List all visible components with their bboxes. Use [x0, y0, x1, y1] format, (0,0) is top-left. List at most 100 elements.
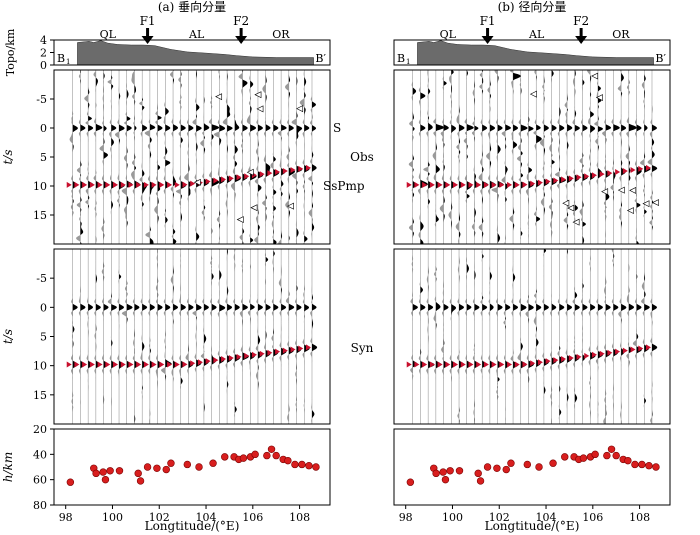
profile-start-label: B: [57, 52, 65, 65]
trace-positive-fill: [88, 70, 94, 244]
trace-positive-fill: [157, 70, 163, 244]
trace: [82, 249, 94, 424]
trace-negative-fill: [533, 249, 537, 424]
trace-negative-fill: [471, 70, 475, 244]
trace: [182, 70, 194, 244]
arrival-marker-icon: [514, 181, 520, 188]
trace-positive-fill: [142, 70, 148, 244]
arrival-marker-icon: [275, 348, 281, 355]
trace-positive-fill: [196, 70, 202, 244]
trace-positive-fill: [489, 249, 495, 424]
trace: [638, 70, 651, 244]
arrival-marker-icon: [236, 353, 242, 360]
arrival-marker-icon: [120, 181, 126, 188]
trace-group: [66, 70, 317, 244]
trace: [151, 70, 163, 244]
y-tick-label: 10: [33, 180, 47, 193]
phase-label-s: S: [333, 121, 341, 135]
region-label-or: OR: [272, 28, 290, 41]
trace: [561, 70, 573, 244]
fault-arrow-icon: [235, 36, 248, 44]
trace-positive-fill: [103, 70, 109, 244]
trace-positive-fill: [459, 70, 465, 244]
arrival-marker-icon: [460, 181, 466, 188]
x-tick-label: 102: [489, 511, 510, 524]
arrival-marker-icon: [422, 361, 428, 368]
arrival-marker-icon: [113, 361, 119, 368]
trace-positive-fill: [95, 249, 101, 424]
profile-start-subscript: 1: [66, 58, 70, 66]
open-marker-icon: [256, 105, 264, 113]
arrival-marker-icon: [576, 174, 582, 181]
trace-positive-fill: [134, 70, 141, 244]
arrival-marker-icon: [105, 361, 111, 368]
trace-negative-fill: [299, 70, 305, 244]
trace-positive-fill: [257, 70, 264, 244]
moho-depth-point: [195, 463, 203, 471]
trace: [113, 70, 125, 244]
trace: [584, 70, 596, 244]
trace-positive-fill: [636, 70, 642, 244]
trace-negative-fill: [548, 70, 552, 244]
trace-negative-fill: [264, 249, 266, 424]
arrival-marker-icon: [445, 181, 451, 188]
region-label-or: OR: [612, 28, 630, 41]
trace-group: [406, 249, 658, 424]
arrival-marker-icon: [244, 352, 250, 359]
depth-panel: 98 100 102 104 106 108 Longtitude/(°E) 20 40 60 80…: [1, 423, 331, 533]
moho-depth-point: [284, 456, 292, 465]
trace-negative-fill: [163, 70, 166, 244]
trace-negative-fill: [217, 249, 220, 424]
trace-negative-fill: [501, 70, 506, 244]
trace-positive-fill: [173, 249, 179, 424]
arrival-marker-icon: [97, 181, 103, 188]
moho-depth-point: [638, 460, 646, 469]
arrival-marker-icon: [267, 170, 273, 177]
arrival-marker-icon: [545, 358, 551, 365]
trace-positive-fill: [304, 70, 310, 244]
trace: [190, 249, 202, 424]
y-tick-label: 15: [33, 389, 47, 402]
trace-negative-fill: [525, 70, 529, 244]
arrival-marker-icon: [406, 361, 412, 368]
trace: [630, 70, 642, 244]
trace: [282, 70, 296, 244]
trace-negative-fill: [617, 70, 622, 244]
trace-positive-fill: [180, 249, 186, 424]
trace-positive-fill: [412, 249, 418, 424]
trace: [167, 70, 179, 244]
trace-positive-fill: [180, 70, 187, 244]
arrival-marker-icon: [190, 360, 196, 367]
open-marker-icon: [296, 105, 304, 113]
y-tick-label: 0: [40, 122, 47, 135]
x-tick-label: 104: [536, 511, 557, 524]
region-label-ql: QL: [440, 28, 457, 41]
trace: [530, 249, 542, 424]
trace-positive-fill: [273, 249, 279, 424]
trace: [483, 249, 495, 424]
arrival-marker-icon: [514, 361, 520, 368]
trace-negative-fill: [93, 70, 96, 244]
trace-positive-fill: [489, 70, 496, 244]
trace: [282, 249, 295, 424]
trace-negative-fill: [408, 70, 413, 244]
trace-negative-fill: [271, 249, 274, 424]
trace-positive-fill: [188, 249, 194, 424]
moho-depth-point: [441, 475, 450, 484]
trace-negative-fill: [641, 249, 645, 424]
trace: [120, 249, 133, 424]
trace-negative-fill: [154, 70, 158, 244]
topo-panel: QL AL OR F1 F2 B 1 B′ 420 Topo/km: [4, 14, 331, 76]
trace-negative-fill: [310, 249, 312, 424]
moho-depth-point: [507, 459, 515, 467]
trace-negative-fill: [626, 249, 629, 424]
y-tick-label: 0: [40, 301, 47, 314]
open-marker-icon: [642, 200, 650, 208]
moho-depth-point: [134, 469, 142, 478]
trace-negative-fill: [488, 249, 490, 424]
trace-negative-fill: [278, 249, 282, 424]
trace-negative-fill: [210, 249, 212, 424]
trace-negative-fill: [185, 249, 189, 424]
trace: [476, 70, 489, 244]
